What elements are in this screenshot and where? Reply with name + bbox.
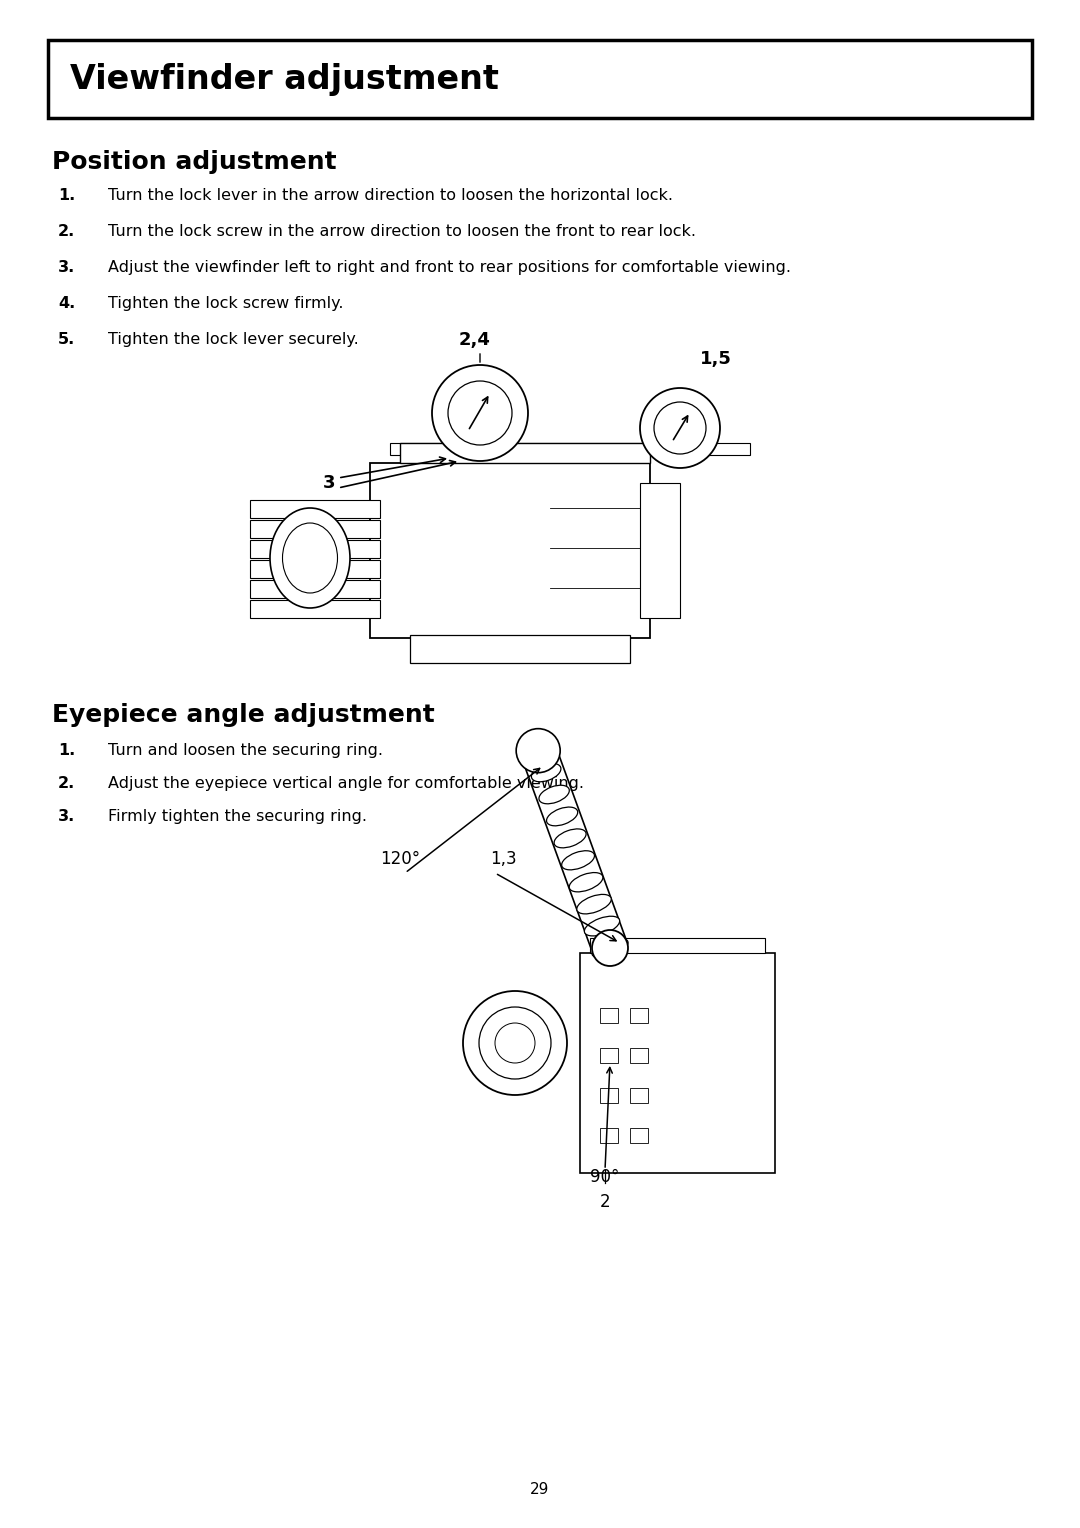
Text: 1.: 1. <box>58 188 76 203</box>
Bar <box>48 40 1032 118</box>
Text: 90°: 90° <box>591 1167 620 1186</box>
Bar <box>630 1008 648 1024</box>
Text: Tighten the lock lever securely.: Tighten the lock lever securely. <box>108 332 359 347</box>
Bar <box>630 1088 648 1103</box>
Text: Viewfinder adjustment: Viewfinder adjustment <box>70 63 499 95</box>
Text: Tighten the lock screw firmly.: Tighten the lock screw firmly. <box>108 296 343 312</box>
Bar <box>580 953 775 1174</box>
Circle shape <box>432 365 528 461</box>
Circle shape <box>463 992 567 1096</box>
Ellipse shape <box>490 1025 550 1048</box>
Text: 5.: 5. <box>58 332 76 347</box>
Text: Adjust the viewfinder left to right and front to rear positions for comfortable : Adjust the viewfinder left to right and … <box>108 260 791 275</box>
Text: 3: 3 <box>323 474 335 492</box>
Bar <box>249 539 380 558</box>
Text: 2,4: 2,4 <box>459 332 491 348</box>
Bar <box>590 938 765 953</box>
Bar <box>410 636 630 663</box>
Circle shape <box>640 388 720 468</box>
Bar <box>600 1088 618 1103</box>
Text: Turn the lock screw in the arrow direction to loosen the front to rear lock.: Turn the lock screw in the arrow directi… <box>108 225 696 238</box>
Text: 4.: 4. <box>58 296 76 312</box>
Bar <box>249 520 380 538</box>
Ellipse shape <box>491 1015 549 1036</box>
Text: 29: 29 <box>530 1482 550 1497</box>
Bar <box>640 483 680 617</box>
Circle shape <box>592 931 627 966</box>
Text: 3.: 3. <box>58 808 76 824</box>
Circle shape <box>448 380 512 445</box>
Bar <box>249 601 380 617</box>
Circle shape <box>516 729 561 773</box>
Text: Adjust the eyepiece vertical angle for comfortable viewing.: Adjust the eyepiece vertical angle for c… <box>108 776 584 792</box>
Text: Position adjustment: Position adjustment <box>52 150 337 174</box>
Bar <box>600 1128 618 1143</box>
Text: 3.: 3. <box>58 260 76 275</box>
Circle shape <box>480 1007 551 1079</box>
Text: 1,5: 1,5 <box>700 350 732 368</box>
Ellipse shape <box>577 894 611 914</box>
Ellipse shape <box>487 1062 553 1083</box>
Ellipse shape <box>562 851 594 869</box>
Ellipse shape <box>539 785 569 804</box>
Text: 2.: 2. <box>58 225 76 238</box>
Text: 1.: 1. <box>58 743 76 758</box>
Text: 2.: 2. <box>58 776 76 792</box>
Ellipse shape <box>524 741 553 759</box>
Bar <box>630 1048 648 1063</box>
Ellipse shape <box>592 938 629 958</box>
Bar <box>600 1048 618 1063</box>
Circle shape <box>495 1024 535 1063</box>
Ellipse shape <box>569 872 603 892</box>
Text: 1,3: 1,3 <box>490 850 516 868</box>
Ellipse shape <box>270 507 350 608</box>
Bar <box>370 463 650 639</box>
Ellipse shape <box>584 917 620 937</box>
Ellipse shape <box>546 807 578 825</box>
Bar <box>249 559 380 578</box>
Ellipse shape <box>488 1050 552 1073</box>
Text: Eyepiece angle adjustment: Eyepiece angle adjustment <box>52 703 435 727</box>
Bar <box>249 500 380 518</box>
Ellipse shape <box>554 828 586 848</box>
Bar <box>630 1128 648 1143</box>
Ellipse shape <box>489 1038 551 1060</box>
Bar <box>400 443 650 463</box>
Bar <box>600 1008 618 1024</box>
Ellipse shape <box>283 523 337 593</box>
Text: 2: 2 <box>599 1193 610 1212</box>
Bar <box>390 443 750 455</box>
Text: Turn and loosen the securing ring.: Turn and loosen the securing ring. <box>108 743 383 758</box>
Ellipse shape <box>531 764 561 782</box>
Text: Turn the lock lever in the arrow direction to loosen the horizontal lock.: Turn the lock lever in the arrow directi… <box>108 188 673 203</box>
Circle shape <box>654 402 706 454</box>
Bar <box>249 581 380 597</box>
Text: 120°: 120° <box>380 850 420 868</box>
Text: Firmly tighten the securing ring.: Firmly tighten the securing ring. <box>108 808 367 824</box>
